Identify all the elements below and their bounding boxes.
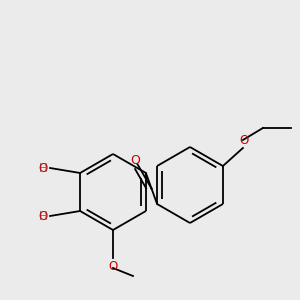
Text: H: H — [39, 209, 48, 223]
Text: O: O — [239, 134, 248, 147]
Text: O: O — [39, 161, 48, 175]
Text: H: H — [39, 161, 48, 175]
Text: O: O — [130, 154, 140, 167]
Text: O: O — [39, 209, 48, 223]
Text: O: O — [108, 260, 118, 273]
